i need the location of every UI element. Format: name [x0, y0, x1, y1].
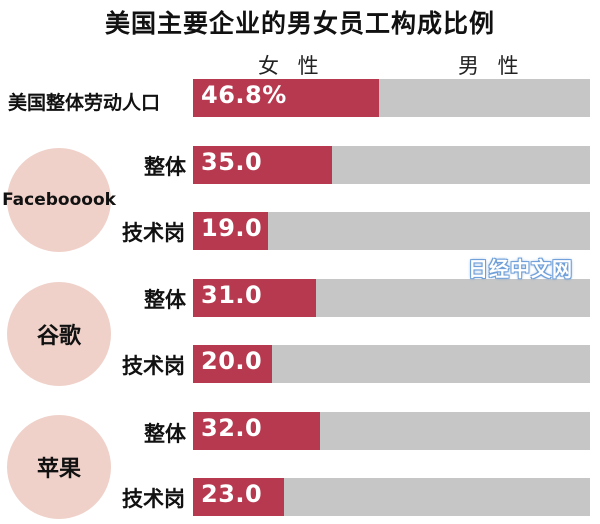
bar-us-workforce: 46.8%	[193, 79, 590, 117]
bar-value-label: 19.0	[201, 214, 263, 242]
row-label-google-tech: 技术岗	[122, 354, 185, 378]
row-label-facebook-tech: 技术岗	[122, 221, 185, 245]
row-label-apple-overall: 整体	[144, 422, 186, 446]
company-circle-apple: 苹果	[7, 415, 111, 519]
bar-value-label: 23.0	[201, 480, 263, 508]
company-circle-facebook: Facebooook	[2, 148, 116, 252]
bar-apple-overall: 32.0	[193, 412, 590, 450]
company-label-google: 谷歌	[36, 324, 81, 349]
watermark-logo: 日经中文网	[468, 257, 573, 281]
bar-google-overall: 31.0	[193, 279, 590, 317]
bar-fill-female	[193, 79, 379, 117]
row-label-facebook-overall: 整体	[144, 155, 186, 179]
bar-facebook-overall: 35.0	[193, 146, 590, 184]
company-label-facebook: Facebooook	[2, 190, 116, 210]
bar-value-label: 32.0	[201, 414, 263, 442]
bar-fill-female	[193, 412, 321, 450]
bar-value-label: 31.0	[201, 281, 263, 309]
bar-google-tech: 20.0	[193, 345, 590, 383]
bar-fill-female	[193, 279, 317, 317]
bar-fill-female	[193, 345, 273, 383]
row-label-us-workforce: 美国整体劳动人口	[8, 92, 161, 114]
bar-facebook-tech: 19.0	[193, 212, 590, 250]
bar-value-label: 20.0	[201, 347, 263, 375]
bar-fill-female	[193, 146, 332, 184]
bar-value-label: 35.0	[201, 148, 263, 176]
row-label-google-overall: 整体	[144, 288, 186, 312]
bar-fill-female	[193, 478, 285, 516]
company-circle-google: 谷歌	[7, 282, 111, 386]
bar-apple-tech: 23.0	[193, 478, 590, 516]
bar-fill-female	[193, 212, 269, 250]
chart-title: 美国主要企业的男女员工构成比例	[104, 9, 495, 38]
bar-value-label: 46.8%	[201, 81, 287, 109]
legend-male: 男 性	[458, 54, 525, 78]
legend-female: 女 性	[258, 54, 325, 78]
company-label-apple: 苹果	[36, 457, 81, 482]
row-label-apple-tech: 技术岗	[122, 487, 185, 511]
